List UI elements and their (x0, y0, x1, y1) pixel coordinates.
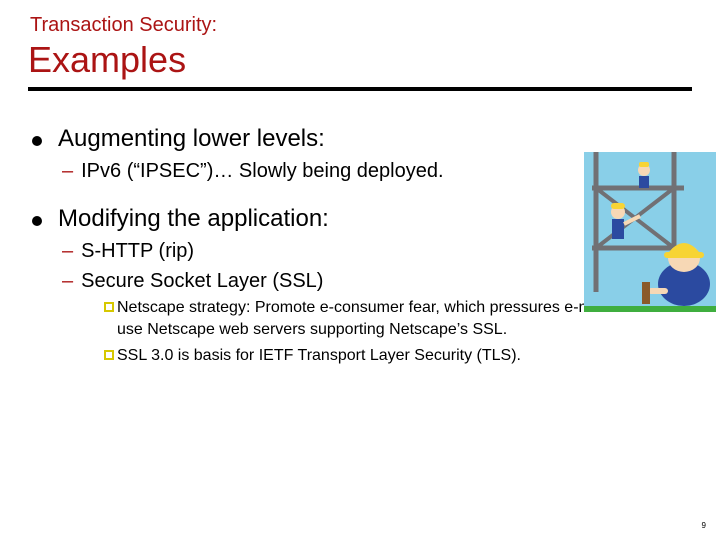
slide-subtitle: Transaction Security: (30, 14, 692, 37)
dash-icon: – (62, 237, 73, 265)
bullet-text: S-HTTP (rip) (81, 237, 194, 265)
bullet-text: IPv6 (“IPSEC”)… Slowly being deployed. (81, 157, 443, 185)
bullet-dot-icon (32, 136, 42, 146)
title-rule (28, 87, 692, 91)
bullet-dot-icon (32, 216, 42, 226)
bullet-l1: Augmenting lower levels: (32, 125, 692, 153)
slide-container: Transaction Security: Examples Augmentin… (0, 0, 720, 540)
bullet-l3: SSL 3.0 is basis for IETF Transport Laye… (104, 345, 682, 367)
bullet-text: Secure Socket Layer (SSL) (81, 267, 323, 295)
bullet-text: Augmenting lower levels: (58, 125, 325, 153)
page-number: 9 (702, 521, 706, 530)
bullet-text: SSL 3.0 is basis for IETF Transport Laye… (117, 345, 521, 367)
dash-icon: – (62, 157, 73, 185)
bullet-text: Modifying the application: (58, 205, 329, 233)
dash-icon: – (62, 267, 73, 295)
construction-clipart (584, 152, 716, 312)
square-bullet-icon (104, 350, 114, 360)
square-bullet-icon (104, 302, 114, 312)
slide-title: Examples (28, 39, 692, 81)
